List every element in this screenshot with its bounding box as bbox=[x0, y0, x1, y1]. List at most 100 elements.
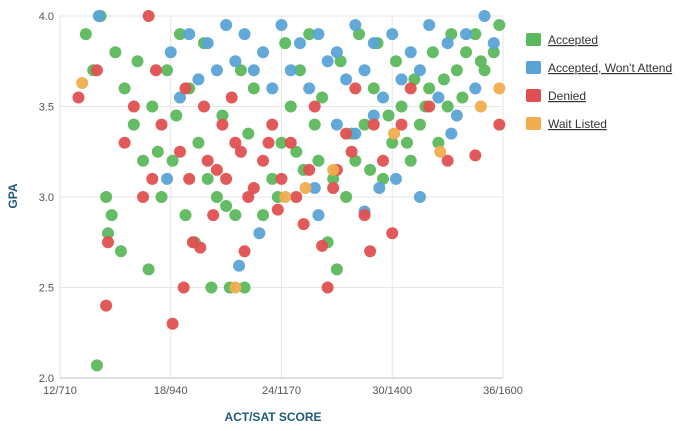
point-denied bbox=[149, 64, 162, 77]
point-accepted-won-t-attend bbox=[349, 19, 362, 32]
x-tick-label: 18/940 bbox=[154, 385, 188, 397]
point-accepted-won-t-attend bbox=[450, 109, 463, 122]
point-wait-listed bbox=[434, 145, 447, 158]
x-tick-label: 24/1170 bbox=[262, 385, 301, 397]
point-denied bbox=[358, 209, 371, 222]
point-denied bbox=[423, 100, 436, 113]
point-denied bbox=[290, 191, 303, 203]
point-accepted bbox=[257, 209, 270, 222]
point-accepted bbox=[293, 64, 306, 77]
point-accepted bbox=[216, 109, 229, 122]
legend-item-accepted[interactable]: Accepted bbox=[526, 33, 598, 47]
point-accepted bbox=[441, 100, 454, 113]
point-denied bbox=[297, 218, 310, 231]
point-accepted-won-t-attend bbox=[173, 91, 186, 104]
point-accepted-won-t-attend bbox=[340, 73, 353, 86]
legend-item-wait-listed[interactable]: Wait Listed bbox=[526, 117, 607, 131]
legend-item-accepted-won-t-attend[interactable]: Accepted, Won't Attend bbox=[526, 61, 672, 75]
point-wait-listed bbox=[279, 191, 292, 203]
point-accepted-won-t-attend bbox=[253, 227, 266, 240]
point-accepted-won-t-attend bbox=[413, 64, 426, 77]
y-tick-label: 4.0 bbox=[39, 11, 54, 23]
point-accepted bbox=[229, 209, 242, 222]
point-denied bbox=[166, 317, 179, 330]
point-accepted bbox=[358, 118, 371, 131]
point-accepted bbox=[109, 46, 122, 59]
point-accepted-won-t-attend bbox=[386, 28, 399, 41]
point-accepted bbox=[100, 191, 113, 203]
point-denied bbox=[257, 154, 270, 167]
point-accepted bbox=[238, 281, 251, 294]
point-accepted bbox=[382, 109, 395, 122]
point-denied bbox=[345, 145, 358, 158]
point-accepted-won-t-attend bbox=[312, 28, 325, 41]
point-accepted bbox=[290, 145, 303, 158]
point-denied bbox=[321, 281, 334, 294]
point-accepted bbox=[220, 200, 233, 213]
point-accepted bbox=[493, 19, 506, 32]
point-denied bbox=[493, 118, 506, 131]
point-accepted bbox=[173, 28, 186, 41]
legend-item-denied[interactable]: Denied bbox=[526, 89, 586, 103]
point-denied bbox=[146, 172, 159, 185]
point-denied bbox=[247, 181, 260, 194]
point-denied bbox=[367, 118, 380, 131]
point-accepted-won-t-attend bbox=[92, 10, 105, 22]
legend-swatch bbox=[526, 61, 541, 74]
point-accepted bbox=[445, 28, 458, 41]
x-tick-label: 36/1600 bbox=[483, 385, 523, 397]
point-accepted-won-t-attend bbox=[247, 64, 260, 77]
point-accepted bbox=[478, 64, 491, 77]
point-accepted bbox=[101, 227, 114, 240]
x-axis-ticks: 12/710 18/940 24/1170 30/1400 36/1600 bbox=[43, 385, 523, 397]
point-denied bbox=[284, 136, 297, 149]
y-tick-label: 3.0 bbox=[39, 192, 54, 204]
point-accepted-won-t-attend bbox=[192, 73, 205, 86]
point-wait-listed bbox=[76, 76, 89, 89]
legend-label: Denied bbox=[548, 89, 586, 103]
point-accepted-won-t-attend bbox=[330, 118, 343, 131]
point-denied bbox=[404, 82, 417, 95]
point-accepted bbox=[349, 154, 362, 167]
point-denied bbox=[127, 100, 140, 113]
point-accepted-won-t-attend bbox=[460, 28, 473, 41]
point-accepted bbox=[303, 28, 316, 41]
point-accepted bbox=[127, 118, 140, 131]
point-wait-listed bbox=[493, 82, 506, 95]
point-accepted-won-t-attend bbox=[423, 19, 436, 32]
point-accepted bbox=[279, 37, 292, 50]
point-denied bbox=[142, 10, 155, 22]
point-wait-listed bbox=[299, 181, 312, 194]
point-accepted-won-t-attend bbox=[389, 172, 402, 185]
point-accepted-won-t-attend bbox=[367, 37, 380, 50]
point-accepted bbox=[205, 281, 218, 294]
point-accepted bbox=[316, 91, 329, 104]
point-accepted bbox=[437, 73, 450, 86]
point-wait-listed bbox=[229, 281, 242, 294]
point-accepted-won-t-attend bbox=[469, 82, 482, 95]
point-denied bbox=[386, 227, 399, 240]
point-accepted-won-t-attend bbox=[257, 46, 270, 59]
point-accepted bbox=[423, 82, 436, 95]
point-denied bbox=[229, 136, 242, 149]
point-accepted bbox=[166, 154, 179, 167]
point-accepted bbox=[284, 100, 297, 113]
point-accepted-won-t-attend bbox=[373, 181, 386, 194]
point-accepted bbox=[210, 191, 223, 203]
point-accepted bbox=[340, 191, 353, 203]
point-accepted bbox=[146, 100, 159, 113]
point-accepted bbox=[450, 64, 463, 77]
legend: Accepted Accepted, Won't Attend Denied Wait… bbox=[526, 33, 672, 131]
point-accepted bbox=[395, 100, 408, 113]
point-denied bbox=[101, 236, 114, 249]
point-accepted bbox=[460, 46, 473, 59]
point-accepted-won-t-attend bbox=[441, 37, 454, 50]
legend-swatch bbox=[526, 117, 541, 130]
legend-label: Accepted bbox=[548, 33, 598, 47]
legend-label: Wait Listed bbox=[548, 117, 607, 131]
point-accepted bbox=[401, 136, 414, 149]
point-accepted bbox=[413, 118, 426, 131]
point-accepted bbox=[408, 73, 421, 86]
point-denied bbox=[216, 118, 229, 131]
point-accepted bbox=[456, 91, 469, 104]
